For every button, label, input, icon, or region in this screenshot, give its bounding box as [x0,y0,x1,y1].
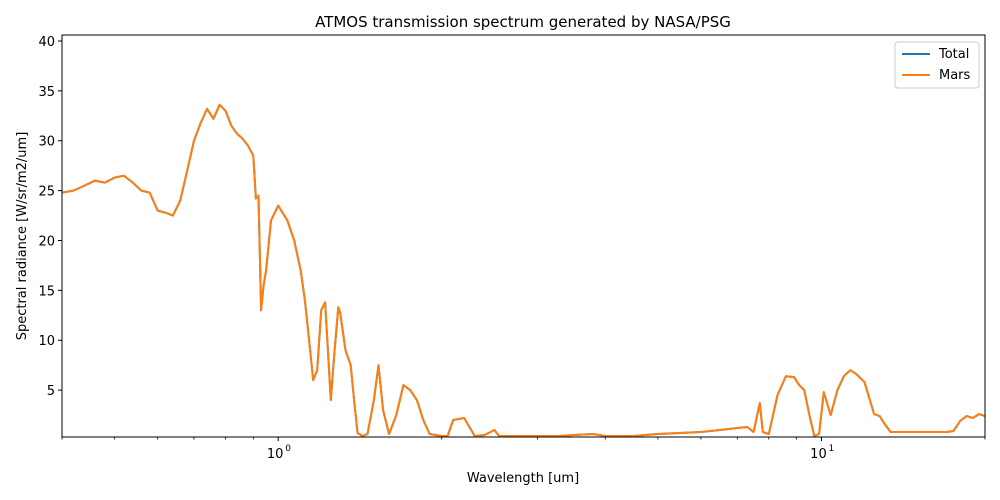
x-tick-label: 10 [267,447,284,462]
legend[interactable]: Total Mars [894,41,980,89]
y-axis-label: Spectral radiance [W/sr/m2/um] [15,132,30,341]
chart-title: ATMOS transmission spectrum generated by… [315,13,731,31]
y-tick-label: 25 [38,185,55,200]
y-axis: 5 10 15 20 25 30 35 40 [38,35,62,399]
y-tick-label: 30 [38,135,55,150]
y-tick-label: 20 [38,234,55,249]
y-tick-label: 15 [38,284,55,299]
y-tick-label: 40 [38,35,55,50]
x-tick-label-exponent: 0 [285,444,291,454]
y-tick-label: 5 [47,384,55,399]
x-axis-label: Wavelength [um] [467,471,579,486]
legend-label-total: Total [938,47,969,62]
series-line-mars [61,103,986,437]
y-tick-label: 35 [38,85,55,100]
series-layer [61,103,986,437]
legend-label-mars: Mars [939,68,971,83]
plot-area [61,34,986,438]
x-tick-label: 10 [810,447,827,462]
plot-frame [61,34,986,438]
x-axis: 10 0 10 1 [61,437,986,462]
y-tick-label: 10 [38,334,55,349]
x-tick-label-exponent: 1 [828,444,834,454]
